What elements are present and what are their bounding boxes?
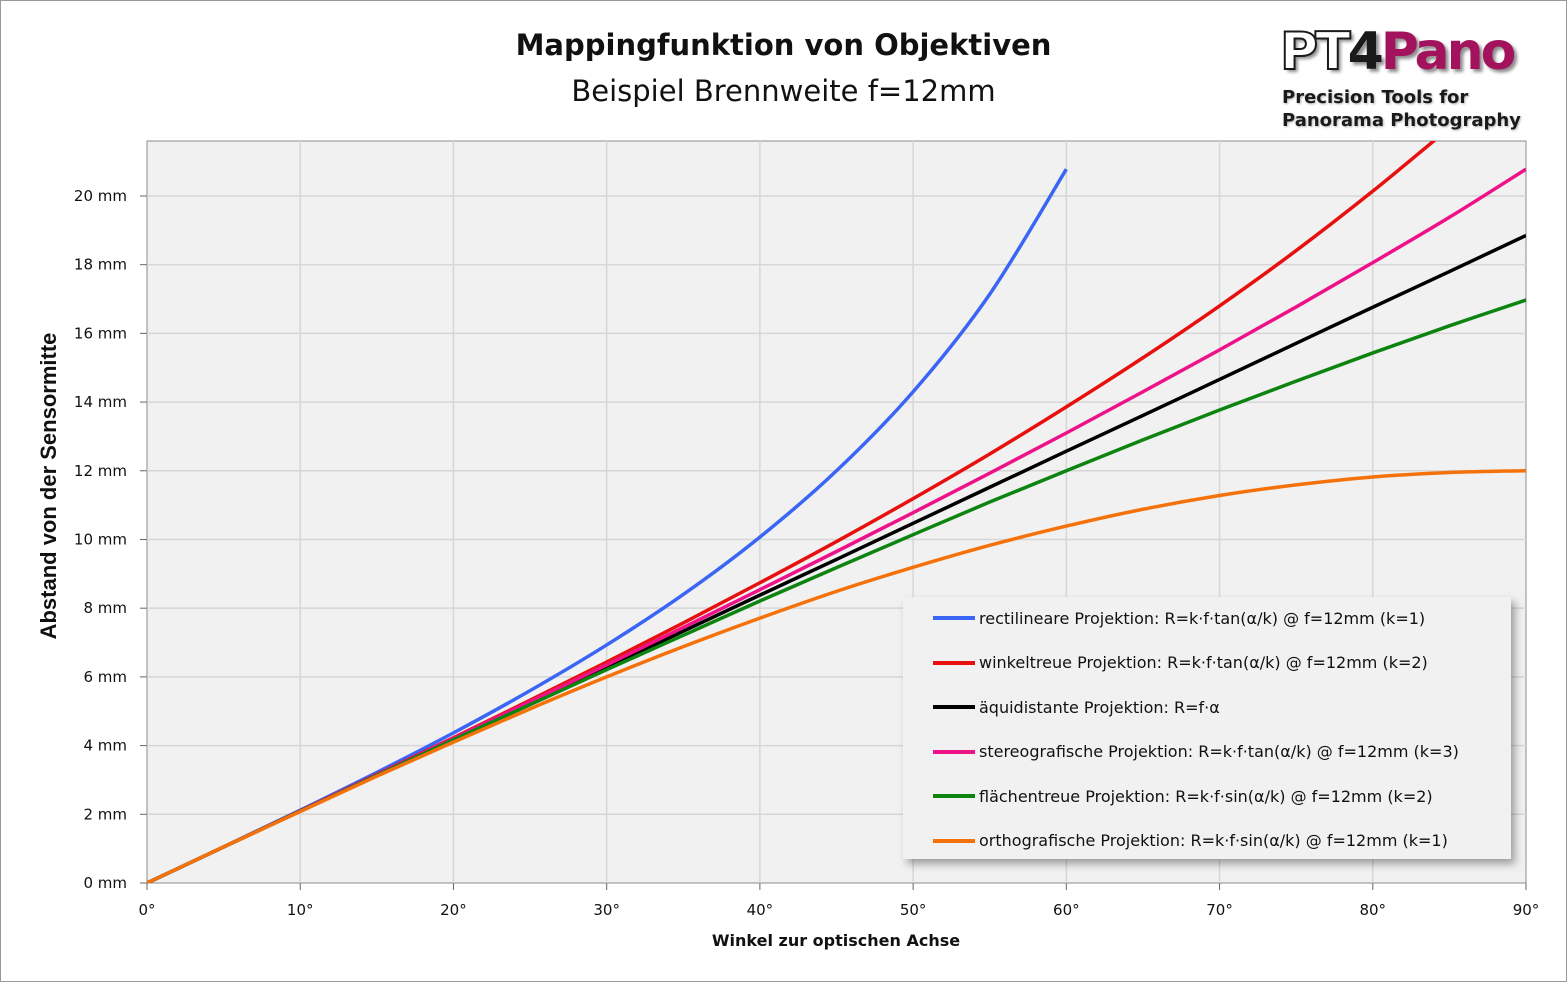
y-axis-title: Abstand von der Sensormitte [36, 333, 61, 640]
y-tick-label: 8 mm [83, 599, 127, 617]
legend-label: rectilineare Projektion: R=k·f·tan(α/k) … [979, 608, 1426, 628]
logo-wordmark: PT4Pano [1279, 21, 1517, 83]
logo-mark-pano: Pano [1380, 22, 1517, 82]
legend-swatch [933, 660, 975, 665]
legend-item: orthografische Projektion: R=k·f·sin(α/k… [933, 829, 1448, 853]
x-axis-title: Winkel zur optischen Achse [712, 931, 960, 950]
x-tick-label: 60° [1053, 901, 1080, 919]
y-tick-label: 6 mm [83, 668, 127, 686]
legend-swatch [933, 749, 975, 754]
legend-label: winkeltreue Projektion: R=k·f·tan(α/k) @… [979, 653, 1428, 672]
legend-swatch [933, 705, 975, 709]
legend-label: äquidistante Projektion: R=f·α [979, 697, 1220, 717]
legend: rectilineare Projektion: R=k·f·tan(α/k) … [903, 597, 1511, 859]
logo-mark-four: 4 [1347, 22, 1384, 82]
y-tick-label: 10 mm [74, 530, 127, 548]
legend-label: flächentreue Projektion: R=k·f·sin(α/k) … [979, 786, 1433, 806]
x-tick-label: 80° [1359, 901, 1386, 919]
y-tick-label: 20 mm [74, 187, 127, 205]
legend-item: äquidistante Projektion: R=f·α [933, 695, 1220, 719]
chart-title: Mappingfunktion von Objektiven [515, 28, 1052, 62]
legend-item: winkeltreue Projektion: R=k·f·tan(α/k) @… [933, 651, 1428, 675]
pt4pano-logo: PT4Pano Precision Tools for Panorama Pho… [1278, 21, 1548, 132]
y-tick-label: 4 mm [83, 737, 127, 755]
x-tick-label: 0° [138, 901, 155, 919]
y-tick-label: 0 mm [83, 874, 127, 892]
y-tick-label: 18 mm [74, 256, 127, 274]
x-tick-label: 70° [1206, 901, 1233, 919]
logo-mark-pt: PT [1279, 21, 1352, 83]
legend-swatch [933, 838, 975, 843]
y-tick-label: 16 mm [74, 324, 127, 342]
legend-label: orthografische Projektion: R=k·f·sin(α/k… [979, 831, 1448, 850]
x-tick-label: 90° [1513, 901, 1540, 919]
x-tick-label: 30° [593, 901, 620, 919]
y-tick-label: 14 mm [74, 393, 127, 411]
y-axis-ticks: 0 mm 2 mm 4 mm 6 mm 8 mm 10 mm 12 mm 14 mm 16 mm… [74, 187, 147, 892]
series-line-6 [147, 469, 1526, 883]
legend-label: stereografische Projektion: R=k·f·tan(α/… [979, 742, 1459, 761]
legend-item: stereografische Projektion: R=k·f·tan(α/… [933, 740, 1459, 764]
logo-tagline: Precision Tools for Panorama Photography [1282, 87, 1521, 131]
series-lines [147, 141, 1526, 883]
x-tick-label: 20° [440, 901, 467, 919]
legend-swatch [933, 616, 975, 620]
legend-item: flächentreue Projektion: R=k·f·sin(α/k) … [933, 784, 1433, 808]
y-tick-label: 2 mm [83, 805, 127, 823]
x-axis-ticks: 0° 10° 20° 30° 40° 50° 60° 70° 80° 90° [138, 883, 1539, 919]
x-tick-label: 50° [900, 901, 927, 919]
legend-item: rectilineare Projektion: R=k·f·tan(α/k) … [933, 606, 1425, 630]
chart-subtitle: Beispiel Brennweite f=12mm [571, 74, 996, 108]
legend-swatch [933, 794, 975, 798]
y-tick-label: 12 mm [74, 462, 127, 480]
x-tick-label: 40° [747, 901, 774, 919]
x-tick-label: 10° [287, 901, 314, 919]
